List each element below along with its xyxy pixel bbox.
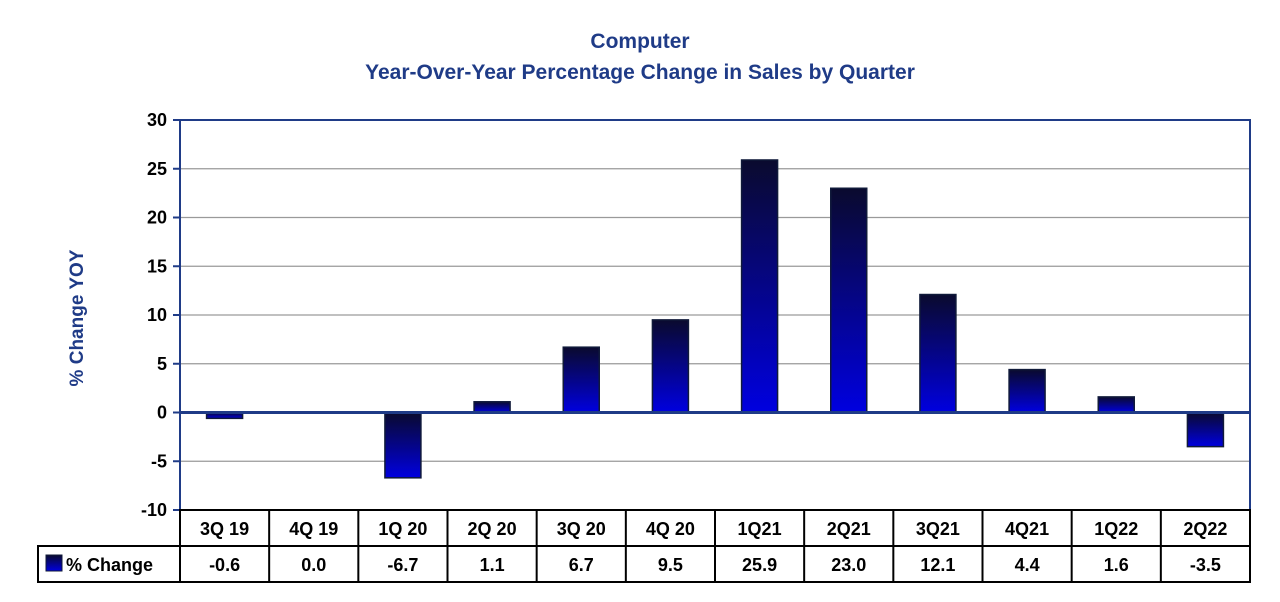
data-value-label: 25.9 — [742, 555, 777, 575]
x-category-label: 3Q 19 — [200, 519, 249, 539]
x-category-label: 1Q 20 — [378, 519, 427, 539]
legend-label: % Change — [66, 555, 153, 575]
bar — [740, 159, 779, 414]
data-value-label: 12.1 — [920, 555, 955, 575]
y-tick-label: 15 — [147, 256, 167, 276]
bar — [562, 346, 600, 414]
data-value-label: -3.5 — [1190, 555, 1221, 575]
y-tick-label: -10 — [141, 500, 167, 520]
gridlines — [180, 119, 1250, 511]
data-value-label: 9.5 — [658, 555, 683, 575]
y-tick-label: 10 — [147, 305, 167, 325]
y-tick-label: 0 — [157, 403, 167, 423]
x-category-label: 1Q21 — [738, 519, 782, 539]
y-tick-labels: 30 25 20 15 10 5 0 -5 -10 — [141, 110, 167, 520]
x-category-label: 4Q 19 — [289, 519, 338, 539]
y-tick-label: 20 — [147, 208, 167, 228]
x-category-label: 2Q 20 — [468, 519, 517, 539]
bar — [1186, 411, 1225, 448]
data-value-label: 23.0 — [831, 555, 866, 575]
data-value-label: 0.0 — [301, 555, 326, 575]
data-value-label: -0.6 — [209, 555, 240, 575]
data-value-label: 6.7 — [569, 555, 594, 575]
x-category-label: 2Q22 — [1183, 519, 1227, 539]
bar — [384, 411, 422, 479]
data-value-label: 1.1 — [480, 555, 505, 575]
data-table: 3Q 19 4Q 19 1Q 20 2Q 20 3Q 20 4Q 20 1Q21 2Q21 3Q… — [37, 509, 1251, 583]
chart-title: Computer — [590, 30, 690, 53]
bars — [180, 159, 1250, 479]
bar — [1097, 396, 1135, 414]
x-category-label: 2Q21 — [827, 519, 871, 539]
x-category-label: 3Q21 — [916, 519, 960, 539]
bar — [1008, 368, 1046, 414]
chart-subtitle: Year-Over-Year Percentage Change in Sale… — [365, 61, 915, 84]
x-category-label: 3Q 20 — [557, 519, 606, 539]
y-tick-label: 25 — [147, 159, 167, 179]
bar — [651, 319, 690, 414]
y-tick-label: 5 — [157, 354, 167, 374]
x-category-label: 1Q22 — [1094, 519, 1138, 539]
data-value-label: 1.6 — [1104, 555, 1129, 575]
legend-cell — [37, 545, 181, 583]
bar — [919, 293, 957, 414]
x-category-label: 4Q21 — [1005, 519, 1049, 539]
data-value-label: 4.4 — [1015, 555, 1040, 575]
x-category-label: 4Q 20 — [646, 519, 695, 539]
chart-title-block: Computer Year-Over-Year Percentage Chang… — [0, 26, 1280, 88]
y-tick-label: -5 — [151, 451, 167, 471]
legend-swatch — [45, 554, 63, 572]
data-value-label: -6.7 — [387, 555, 418, 575]
bar — [473, 401, 511, 414]
y-tick-label: 30 — [147, 110, 167, 130]
bar — [830, 187, 868, 414]
